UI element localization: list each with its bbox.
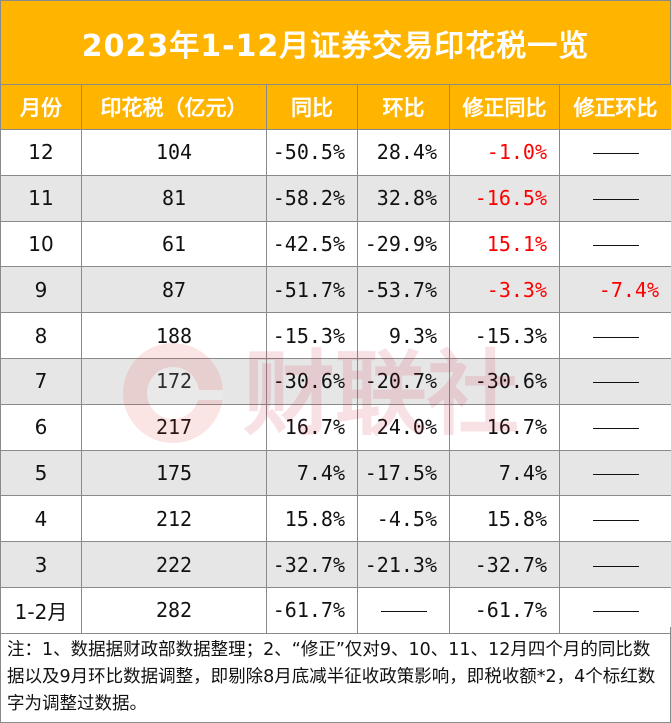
cell-mom: -17.5%	[357, 449, 450, 497]
cell-month: 4	[0, 495, 82, 543]
cell-adjusted-mom	[559, 220, 671, 268]
cell-yoy: -61.7%	[266, 586, 358, 634]
table-row: 1-2月 282 -61.7% -61.7%	[0, 586, 671, 634]
cell-month: 5	[0, 449, 82, 497]
cell-yoy: -50.5%	[266, 129, 358, 176]
cell-adjusted-mom	[559, 174, 671, 222]
cell-mom: 24.0%	[357, 403, 450, 451]
header-adjusted-mom: 修正环比	[559, 84, 671, 130]
header-row: 月份 印花税（亿元） 同比 环比 修正同比 修正环比	[0, 84, 671, 130]
table-row: 11 81 -58.2% 32.8% -16.5%	[0, 174, 671, 222]
cell-stamp-duty: 175	[81, 449, 267, 497]
cell-mom: -21.3%	[357, 541, 450, 588]
dash-mark	[592, 153, 639, 155]
cell-adjusted-yoy: -32.7%	[449, 541, 560, 588]
table-row: 3 222 -32.7% -21.3% -32.7%	[0, 541, 671, 588]
cell-stamp-duty: 282	[81, 586, 267, 634]
header-month: 月份	[0, 84, 82, 130]
dash-mark	[380, 611, 427, 613]
cell-yoy: -32.7%	[266, 541, 358, 588]
cell-month: 7	[0, 357, 82, 405]
cell-adjusted-yoy: 15.1%	[449, 220, 560, 268]
cell-yoy: -15.3%	[266, 312, 358, 359]
cell-adjusted-yoy: 7.4%	[449, 449, 560, 497]
cell-stamp-duty: 212	[81, 495, 267, 543]
dash-mark	[592, 519, 639, 521]
header-stamp-duty: 印花税（亿元）	[81, 84, 267, 130]
cell-mom: -29.9%	[357, 220, 450, 268]
cell-yoy: 16.7%	[266, 403, 358, 451]
cell-adjusted-mom	[559, 403, 671, 451]
dash-mark	[592, 473, 639, 475]
cell-mom: 9.3%	[357, 312, 450, 359]
cell-stamp-duty: 61	[81, 220, 267, 268]
header-adjusted-yoy: 修正同比	[449, 84, 560, 130]
cell-stamp-duty: 217	[81, 403, 267, 451]
cell-adjusted-yoy: -30.6%	[449, 357, 560, 405]
cell-adjusted-mom	[559, 312, 671, 359]
cell-adjusted-yoy: 16.7%	[449, 403, 560, 451]
cell-month: 6	[0, 403, 82, 451]
cell-yoy: -42.5%	[266, 220, 358, 268]
cell-adjusted-yoy: -15.3%	[449, 312, 560, 359]
table-title: 2023年1-12月证券交易印花税一览	[0, 0, 671, 84]
cell-stamp-duty: 172	[81, 357, 267, 405]
table-row: 9 87 -51.7% -53.7% -3.3% -7.4%	[0, 266, 671, 314]
cell-adjusted-mom	[559, 449, 671, 497]
cell-mom: -53.7%	[357, 266, 450, 314]
cell-stamp-duty: 222	[81, 541, 267, 588]
cell-yoy: -30.6%	[266, 357, 358, 405]
dash-mark	[592, 565, 639, 567]
cell-stamp-duty: 81	[81, 174, 267, 222]
table-row: 7 172 -30.6% -20.7% -30.6%	[0, 357, 671, 405]
cell-mom: -20.7%	[357, 357, 450, 405]
cell-adjusted-mom	[559, 357, 671, 405]
footnote: 注：1、数据据财政部数据整理；2、“修正”仅对9、10、11、12月四个月的同比…	[0, 627, 671, 723]
cell-adjusted-yoy: -3.3%	[449, 266, 560, 314]
cell-yoy: 7.4%	[266, 449, 358, 497]
cell-month: 9	[0, 266, 82, 314]
cell-adjusted-mom	[559, 586, 671, 634]
cell-month: 11	[0, 174, 82, 222]
table-row: 8 188 -15.3% 9.3% -15.3%	[0, 312, 671, 359]
cell-month: 8	[0, 312, 82, 359]
cell-month: 10	[0, 220, 82, 268]
header-mom: 环比	[357, 84, 450, 130]
cell-stamp-duty: 104	[81, 129, 267, 176]
cell-adjusted-mom	[559, 495, 671, 543]
cell-stamp-duty: 188	[81, 312, 267, 359]
cell-adjusted-yoy: 15.8%	[449, 495, 560, 543]
table-row: 12 104 -50.5% 28.4% -1.0%	[0, 129, 671, 176]
dash-mark	[592, 199, 639, 201]
dash-mark	[592, 382, 639, 384]
cell-adjusted-mom	[559, 129, 671, 176]
cell-adjusted-yoy: -61.7%	[449, 586, 560, 634]
dash-mark	[592, 611, 639, 613]
cell-yoy: 15.8%	[266, 495, 358, 543]
stamp-duty-table: 月份 印花税（亿元） 同比 环比 修正同比 修正环比 12 104 -50.5% 28…	[0, 84, 671, 634]
cell-adjusted-mom: -7.4%	[559, 266, 671, 314]
cell-adjusted-yoy: -16.5%	[449, 174, 560, 222]
cell-yoy: -58.2%	[266, 174, 358, 222]
cell-mom	[357, 586, 450, 634]
cell-mom: 32.8%	[357, 174, 450, 222]
table-row: 4 212 15.8% -4.5% 15.8%	[0, 495, 671, 543]
cell-month: 12	[0, 129, 82, 176]
header-yoy: 同比	[266, 84, 358, 130]
dash-mark	[592, 244, 639, 246]
cell-yoy: -51.7%	[266, 266, 358, 314]
cell-adjusted-mom	[559, 541, 671, 588]
table-row: 5 175 7.4% -17.5% 7.4%	[0, 449, 671, 497]
dash-mark	[592, 428, 639, 430]
dash-mark	[592, 336, 639, 338]
table-row: 10 61 -42.5% -29.9% 15.1%	[0, 220, 671, 268]
cell-stamp-duty: 87	[81, 266, 267, 314]
cell-mom: -4.5%	[357, 495, 450, 543]
cell-adjusted-yoy: -1.0%	[449, 129, 560, 176]
table-row: 6 217 16.7% 24.0% 16.7%	[0, 403, 671, 451]
cell-mom: 28.4%	[357, 129, 450, 176]
cell-month: 3	[0, 541, 82, 588]
cell-month: 1-2月	[0, 586, 82, 634]
